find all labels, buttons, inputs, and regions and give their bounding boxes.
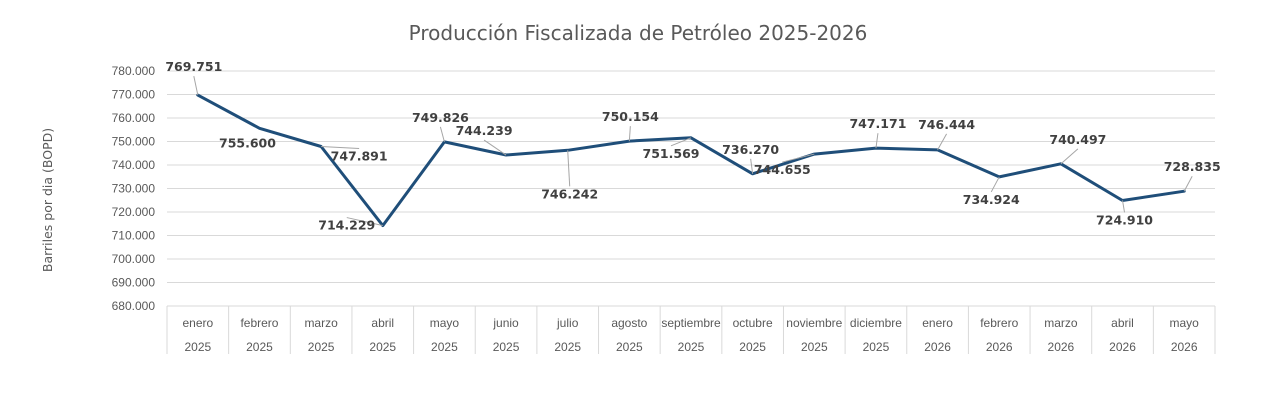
x-tick-month: enero — [922, 316, 953, 330]
x-tick-year: 2025 — [739, 340, 766, 354]
x-tick-year: 2025 — [678, 340, 705, 354]
y-tick-label: 700.000 — [112, 252, 156, 266]
x-tick-year: 2025 — [616, 340, 643, 354]
data-label: 734.924 — [963, 192, 1020, 207]
y-tick-label: 730.000 — [112, 182, 156, 196]
gridlines — [167, 70, 1215, 307]
data-label: 746.444 — [918, 117, 975, 132]
data-label: 740.497 — [1049, 132, 1106, 147]
x-tick-month: mayo — [1170, 316, 1200, 330]
y-tick-label: 740.000 — [112, 158, 156, 172]
y-tick-label: 690.000 — [112, 276, 156, 290]
x-tick-year: 2025 — [184, 340, 211, 354]
x-tick-month: diciembre — [850, 316, 902, 330]
y-tick-label: 720.000 — [112, 205, 156, 219]
data-label: 714.229 — [318, 218, 375, 233]
data-label: 755.600 — [219, 135, 276, 150]
data-label-leader — [875, 133, 879, 149]
x-tick-month: marzo — [1044, 316, 1078, 330]
data-label: 724.910 — [1096, 212, 1153, 227]
x-tick-month: abril — [1111, 316, 1134, 330]
x-tick-year: 2026 — [1048, 340, 1075, 354]
data-label: 751.569 — [643, 146, 700, 161]
data-label: 749.826 — [412, 110, 469, 125]
x-tick-month: febrero — [980, 316, 1018, 330]
x-tick-month: julio — [556, 316, 579, 330]
x-axis: enero 2025 febrero 2025 marzo 2025 abril 2025 ma… — [166, 306, 1216, 354]
y-tick-label: 710.000 — [112, 229, 156, 243]
data-label-leader — [193, 75, 199, 96]
y-tick-label: 780.000 — [112, 64, 156, 78]
y-tick-label: 750.000 — [112, 135, 156, 149]
x-tick-year: 2025 — [493, 340, 520, 354]
data-label: 769.751 — [165, 59, 222, 74]
x-tick-month: junio — [492, 316, 519, 330]
data-label: 747.891 — [331, 148, 388, 163]
data-label-leader — [782, 153, 815, 163]
data-label-leader — [628, 126, 631, 142]
chart-title: Producción Fiscalizada de Petróleo 2025-… — [409, 21, 868, 45]
data-label-leader — [670, 137, 692, 147]
data-label-leader — [1122, 200, 1126, 213]
data-label-leader — [439, 126, 445, 143]
data-label: 736.270 — [722, 142, 779, 157]
x-tick-month: agosto — [611, 316, 647, 330]
x-tick-year: 2025 — [801, 340, 828, 354]
y-tick-label: 760.000 — [112, 111, 156, 125]
x-tick-month: mayo — [430, 316, 460, 330]
x-tick-year: 2025 — [246, 340, 273, 354]
x-tick-year: 2026 — [1171, 340, 1198, 354]
y-tick-label: 680.000 — [112, 299, 156, 313]
x-tick-month: abril — [371, 316, 394, 330]
x-tick-year: 2026 — [1109, 340, 1136, 354]
data-label-leader — [483, 139, 507, 156]
x-tick-year: 2026 — [986, 340, 1013, 354]
data-label: 744.239 — [456, 123, 513, 138]
data-label: 728.835 — [1164, 159, 1221, 174]
data-label-leader — [1183, 176, 1193, 192]
series-line-group — [196, 93, 1186, 228]
data-labels: 769.751 755.600 747.891 714.229 749.826744.2… — [165, 59, 1220, 232]
x-tick-month: septiembre — [661, 316, 721, 330]
x-tick-month: febrero — [240, 316, 278, 330]
data-label-leader — [1060, 148, 1079, 165]
data-label: 746.242 — [541, 186, 598, 201]
x-tick-year: 2025 — [863, 340, 890, 354]
data-label: 744.655 — [754, 162, 811, 177]
data-label-leader — [750, 158, 754, 174]
x-tick-year: 2025 — [369, 340, 396, 354]
y-tick-label: 770.000 — [112, 88, 156, 102]
series-line — [196, 93, 1186, 228]
x-tick-year: 2025 — [431, 340, 458, 354]
x-tick-month: octubre — [733, 316, 773, 330]
data-label-leader — [346, 217, 383, 227]
x-tick-year: 2025 — [308, 340, 335, 354]
y-axis-ticks: 680.000 690.000 700.000 710.000 720.000 730.0… — [112, 64, 156, 313]
x-tick-month: marzo — [304, 316, 338, 330]
data-label-leader — [937, 133, 948, 151]
x-tick-year: 2026 — [924, 340, 951, 354]
data-label: 750.154 — [602, 109, 659, 124]
x-tick-year: 2025 — [554, 340, 581, 354]
x-tick-month: enero — [182, 316, 213, 330]
y-axis-title: Barriles por dia (BOPD) — [40, 128, 55, 272]
data-label-leader — [990, 176, 1000, 193]
data-label-leader — [321, 145, 360, 149]
data-label-leader — [567, 150, 571, 187]
data-label: 747.171 — [849, 116, 906, 131]
x-tick-month: noviembre — [786, 316, 842, 330]
